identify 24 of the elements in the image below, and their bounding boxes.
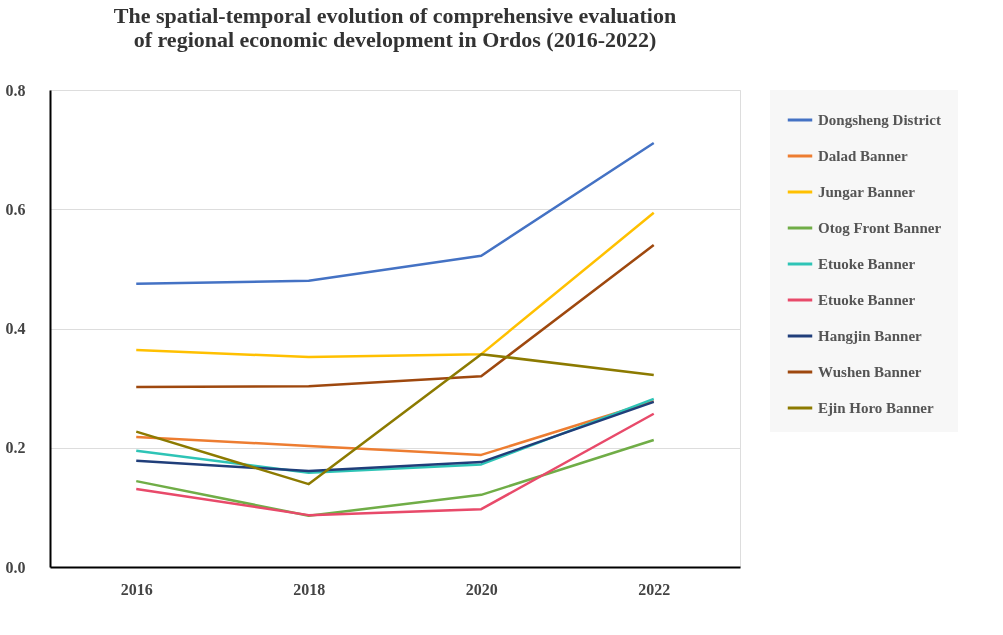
line-series bbox=[135, 352, 655, 486]
x-tick-label: 2018 bbox=[293, 580, 326, 598]
y-tick-label: 0.4 bbox=[5, 320, 26, 337]
legend-label: Etuoke Banner bbox=[818, 292, 916, 308]
y-tick-label: 0.2 bbox=[5, 439, 26, 457]
y-tick-label: 0.8 bbox=[5, 81, 26, 99]
legend-label: Hangjin Banner bbox=[818, 328, 923, 344]
legend-label: Dongsheng District bbox=[818, 112, 941, 128]
line-series bbox=[135, 141, 655, 286]
line-series bbox=[135, 211, 655, 359]
line-series bbox=[135, 243, 655, 389]
y-tick-label: 0.6 bbox=[5, 200, 26, 218]
x-tick-label: 2016 bbox=[120, 580, 153, 598]
legend-label: Dalad Banner bbox=[818, 148, 908, 164]
chart-title: The spatial-temporal evolution of comprehensive evaluation of regional economic development in Ordos (2016-2022) bbox=[113, 3, 677, 52]
line-series bbox=[135, 412, 655, 517]
legend-label: Wushen Banner bbox=[818, 364, 922, 380]
y-tick-label: 0.0 bbox=[5, 558, 26, 576]
x-tick-label: 2022 bbox=[638, 580, 671, 598]
legend-label: Jungar Banner bbox=[818, 184, 916, 200]
legend-label: Otog Front Banner bbox=[818, 220, 942, 236]
legend-label: Ejin Horo Banner bbox=[818, 400, 934, 416]
legend-label: Etuoke Banner bbox=[818, 256, 916, 272]
x-tick-label: 2020 bbox=[465, 580, 498, 598]
